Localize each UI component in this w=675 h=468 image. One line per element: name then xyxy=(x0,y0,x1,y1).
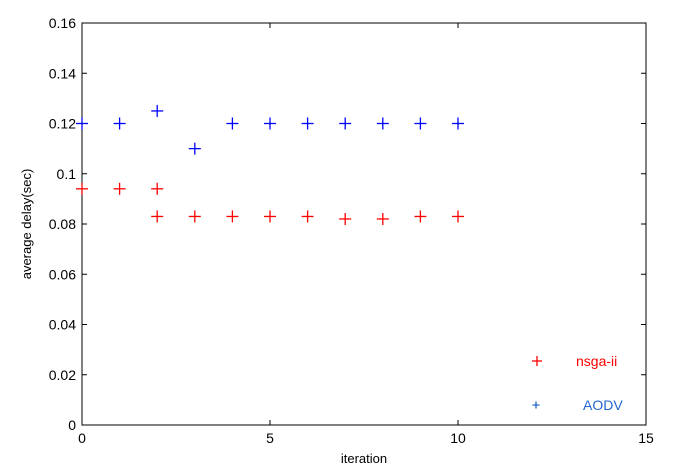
data-point-nsga-ii xyxy=(188,210,201,223)
x-tick-label: 5 xyxy=(266,430,274,446)
x-axis-ticks: 0 5 10 15 xyxy=(78,23,654,446)
x-tick-label: 10 xyxy=(450,430,466,446)
data-point-nsga-ii xyxy=(226,210,239,223)
data-point-aodv xyxy=(151,104,164,117)
data-point-aodv xyxy=(414,117,427,130)
data-point-nsga-ii xyxy=(113,182,126,195)
data-point-aodv xyxy=(226,117,239,130)
data-point-aodv xyxy=(264,117,276,130)
data-point-nsga-ii xyxy=(76,182,88,195)
legend-label-aodv: AODV xyxy=(583,397,623,413)
data-point-nsga-ii xyxy=(151,210,164,223)
y-axis-label: average delay(sec) xyxy=(19,169,34,280)
data-point-nsga-ii xyxy=(452,210,464,223)
data-point-aodv xyxy=(339,117,352,130)
legend: nsga-ii AODV xyxy=(532,353,623,413)
y-tick-label: 0.06 xyxy=(49,266,76,282)
legend-marker-nsga-ii xyxy=(532,356,542,366)
x-tick-label: 0 xyxy=(78,430,86,446)
legend-marker-aodv xyxy=(532,401,540,409)
y-tick-label: 0.04 xyxy=(49,317,76,333)
y-tick-label: 0.02 xyxy=(49,367,76,383)
data-point-nsga-ii xyxy=(376,212,389,225)
y-tick-label: 0.14 xyxy=(49,65,76,81)
y-tick-label: 0.16 xyxy=(49,15,76,31)
data-point-aodv xyxy=(301,117,314,130)
y-axis-ticks: 0 0.02 0.04 0.06 0.08 0.1 0.12 0.14 0.16 xyxy=(49,15,646,433)
y-tick-label: 0.12 xyxy=(49,116,76,132)
data-point-aodv xyxy=(113,117,126,130)
data-points xyxy=(76,104,464,225)
data-point-nsga-ii xyxy=(264,210,276,223)
data-point-aodv xyxy=(76,117,88,130)
y-tick-label: 0.08 xyxy=(49,216,76,232)
data-point-aodv xyxy=(452,117,464,130)
data-point-nsga-ii xyxy=(339,212,352,225)
x-axis-label: iteration xyxy=(341,451,387,466)
legend-label-nsga-ii: nsga-ii xyxy=(576,353,617,369)
data-point-nsga-ii xyxy=(414,210,427,223)
y-tick-label: 0 xyxy=(68,417,76,433)
data-point-aodv xyxy=(376,117,389,130)
x-tick-label: 15 xyxy=(638,430,654,446)
data-point-aodv xyxy=(188,142,201,155)
y-tick-label: 0.1 xyxy=(57,166,77,182)
data-point-nsga-ii xyxy=(151,182,164,195)
data-point-nsga-ii xyxy=(301,210,314,223)
plot-area xyxy=(81,22,647,426)
